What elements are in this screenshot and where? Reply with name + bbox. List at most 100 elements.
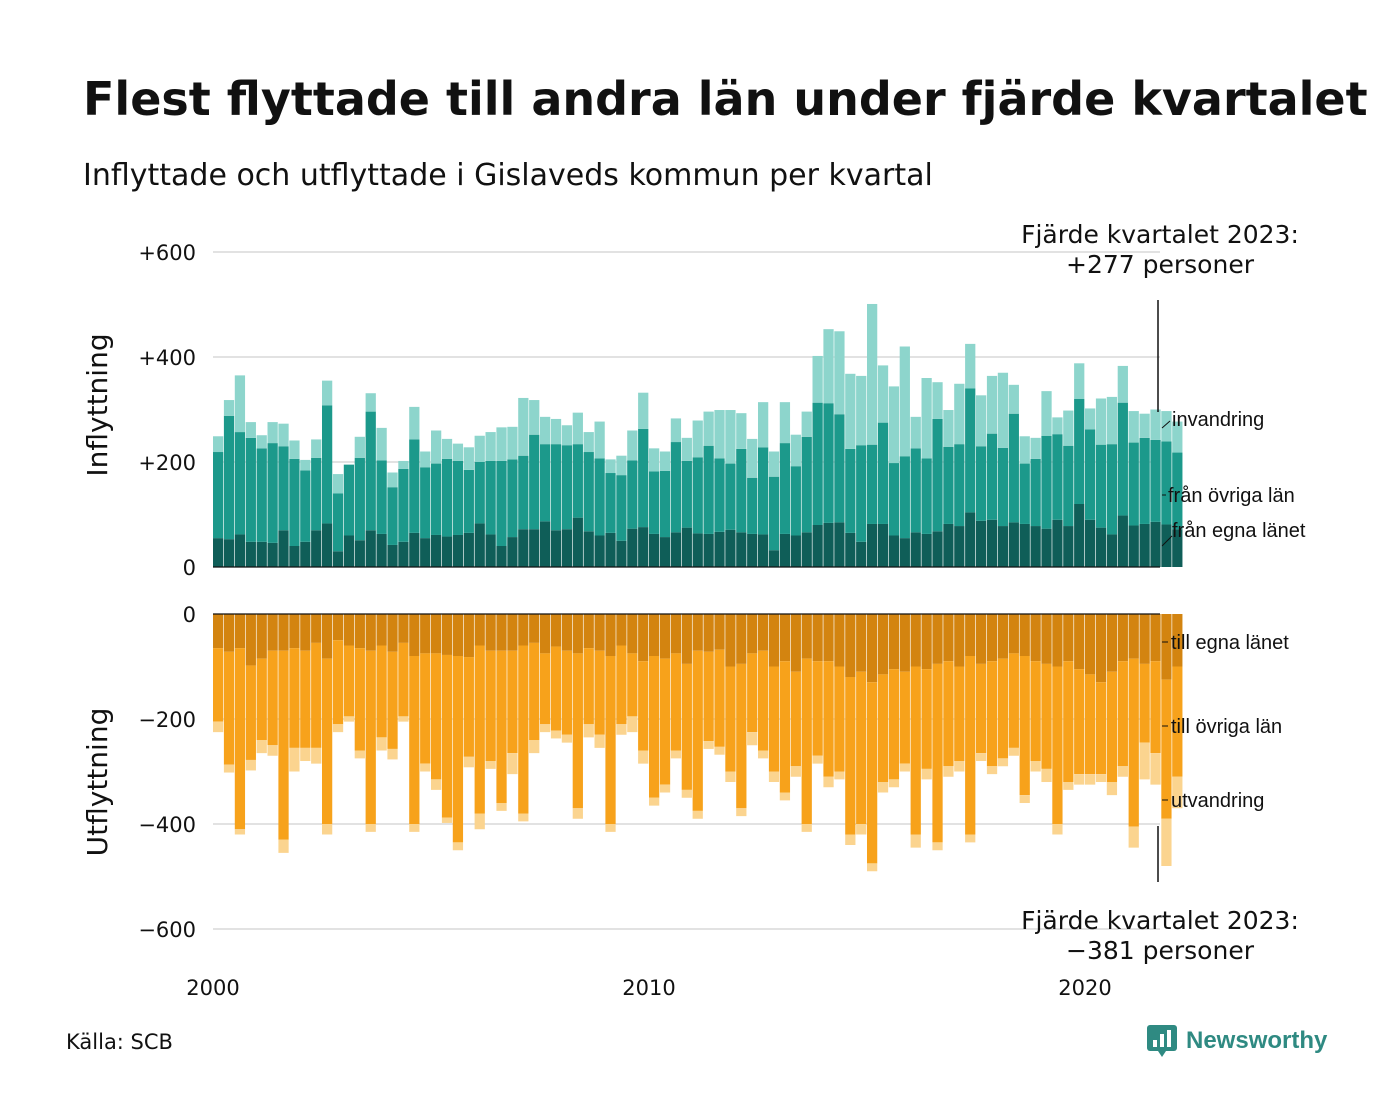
bar-utflyttning-s1-q53: [790, 671, 801, 767]
brand-logo[interactable]: Newsworthy: [1146, 1024, 1327, 1058]
bar-inflyttning-s1-q30: [540, 444, 551, 522]
bar-utflyttning-s0-q7: [289, 614, 300, 649]
bar-inflyttning-s1-q24: [474, 462, 485, 524]
bar-inflyttning-s2-q56: [823, 329, 834, 404]
bar-utflyttning-s0-q24: [474, 614, 485, 646]
bar-utflyttning-s1-q68: [954, 666, 965, 761]
bar-utflyttning-s2-q33: [572, 808, 583, 819]
label-leader-invandring: [1161, 420, 1171, 429]
bar-inflyttning-s2-q9: [311, 439, 322, 458]
bar-inflyttning-s2-q26: [496, 427, 507, 461]
bar-utflyttning-s2-q77: [1052, 824, 1063, 835]
bar-inflyttning-s2-q39: [638, 392, 649, 429]
bar-utflyttning-s1-q14: [365, 650, 376, 824]
bar-utflyttning-s1-q82: [1106, 671, 1118, 782]
bar-utflyttning-s2-q54: [801, 824, 812, 832]
bar-inflyttning-s1-q60: [867, 444, 878, 524]
bar-utflyttning-s1-q55: [812, 661, 823, 756]
bar-utflyttning-s2-q10: [322, 824, 333, 835]
bar-utflyttning-s1-q41: [659, 658, 671, 785]
bar-inflyttning-s0-q59: [856, 541, 867, 567]
bar-inflyttning-s2-q47: [725, 410, 736, 464]
bar-utflyttning-s1-q63: [899, 671, 910, 764]
bar-inflyttning-s1-q58: [845, 448, 856, 533]
bar-inflyttning-s0-q52: [779, 533, 791, 567]
bar-inflyttning-s2-q43: [681, 437, 692, 461]
bar-inflyttning-s1-q13: [354, 457, 365, 541]
bar-inflyttning-s0-q38: [627, 528, 638, 567]
bar-inflyttning-s2-q36: [605, 459, 616, 474]
bar-inflyttning-s0-q15: [376, 533, 387, 567]
bar-utflyttning-s1-q29: [529, 642, 540, 741]
bar-utflyttning-s2-q41: [659, 784, 671, 793]
bar-inflyttning-s2-q44: [692, 420, 703, 458]
bar-inflyttning-s0-q27: [507, 537, 518, 567]
bar-inflyttning-s1-q62: [888, 463, 900, 536]
bar-utflyttning-s0-q21: [441, 614, 453, 655]
bar-utflyttning-s1-q10: [322, 658, 333, 825]
bar-inflyttning-s0-q78: [1063, 526, 1074, 567]
bar-inflyttning-s0-q48: [736, 532, 747, 567]
bar-inflyttning-s1-q80: [1085, 429, 1096, 520]
bar-inflyttning-s1-q57: [834, 414, 845, 523]
bar-inflyttning-s0-q82: [1106, 534, 1118, 567]
bar-utflyttning-s0-q22: [452, 614, 464, 656]
bar-inflyttning-s2-q0: [213, 436, 224, 453]
bar-inflyttning-s2-q41: [659, 451, 671, 471]
bar-inflyttning-s2-q58: [845, 373, 856, 449]
bar-utflyttning-s0-q6: [278, 614, 289, 651]
bar-inflyttning-s0-q18: [409, 532, 420, 568]
segment-label-fran-ovriga: från övriga län: [1168, 485, 1295, 507]
bar-utflyttning-s1-q71: [986, 661, 998, 767]
bar-inflyttning-s2-q27: [507, 426, 518, 460]
bar-inflyttning-s2-q60: [867, 303, 878, 445]
bar-inflyttning-s1-q45: [703, 445, 714, 534]
bar-utflyttning-s1-q16: [387, 651, 398, 749]
y-tick-inflyttning-1: +200: [138, 451, 196, 475]
annotation-bottom-line2: −381 personer: [1066, 936, 1255, 965]
bar-utflyttning-s1-q73: [1008, 653, 1019, 748]
bar-inflyttning-s1-q76: [1041, 435, 1052, 529]
bar-inflyttning-s2-q31: [550, 418, 562, 445]
bar-utflyttning-s2-q27: [507, 753, 518, 775]
bar-utflyttning-s0-q1: [223, 614, 235, 652]
bar-inflyttning-s2-q66: [932, 382, 943, 419]
bar-inflyttning-s0-q11: [332, 551, 344, 567]
bar-inflyttning-s2-q77: [1052, 417, 1063, 435]
bar-utflyttning-s0-q49: [747, 614, 758, 654]
bar-utflyttning-s1-q81: [1095, 682, 1107, 775]
bar-utflyttning-s0-q65: [921, 614, 932, 670]
bar-utflyttning-s0-q13: [354, 614, 365, 649]
bar-inflyttning-s1-q9: [311, 457, 322, 531]
bar-inflyttning-s2-q64: [910, 416, 921, 449]
bar-utflyttning-s2-q86: [1150, 753, 1161, 785]
bar-inflyttning-s1-q81: [1095, 444, 1107, 528]
bar-utflyttning-s2-q14: [365, 824, 376, 832]
bar-inflyttning-s1-q7: [289, 458, 300, 546]
bar-utflyttning-s2-q2: [234, 829, 246, 835]
bar-utflyttning-s1-q43: [681, 663, 692, 790]
bar-utflyttning-s1-q78: [1063, 661, 1074, 782]
bar-utflyttning-s0-q67: [943, 614, 954, 662]
bar-inflyttning-s0-q85: [1139, 523, 1150, 567]
bar-utflyttning-s2-q28: [518, 813, 529, 822]
bar-inflyttning-s2-q29: [529, 400, 540, 435]
bar-utflyttning-s1-q45: [703, 651, 714, 742]
bar-inflyttning-s2-q15: [376, 427, 387, 461]
bar-utflyttning-s0-q71: [986, 614, 998, 662]
bar-utflyttning-s2-q83: [1117, 766, 1128, 777]
bar-utflyttning-s0-q42: [670, 614, 682, 654]
bar-inflyttning-s2-q10: [322, 380, 333, 406]
bar-utflyttning-s2-q66: [932, 842, 943, 851]
bar-utflyttning-s0-q33: [572, 614, 583, 654]
bar-inflyttning-s1-q31: [550, 444, 562, 531]
bar-utflyttning-s0-q60: [867, 614, 878, 683]
bar-inflyttning-s0-q54: [801, 532, 812, 567]
bar-inflyttning-s2-q75: [1030, 437, 1041, 459]
bar-inflyttning-s2-q65: [921, 378, 932, 459]
bar-utflyttning-s2-q74: [1019, 795, 1030, 804]
y-tick-utflyttning-3: −600: [138, 918, 196, 942]
bar-utflyttning-s2-q55: [812, 755, 823, 764]
y-axis-label-out: Utflyttning: [81, 708, 114, 857]
bar-utflyttning-s1-q32: [561, 650, 573, 735]
